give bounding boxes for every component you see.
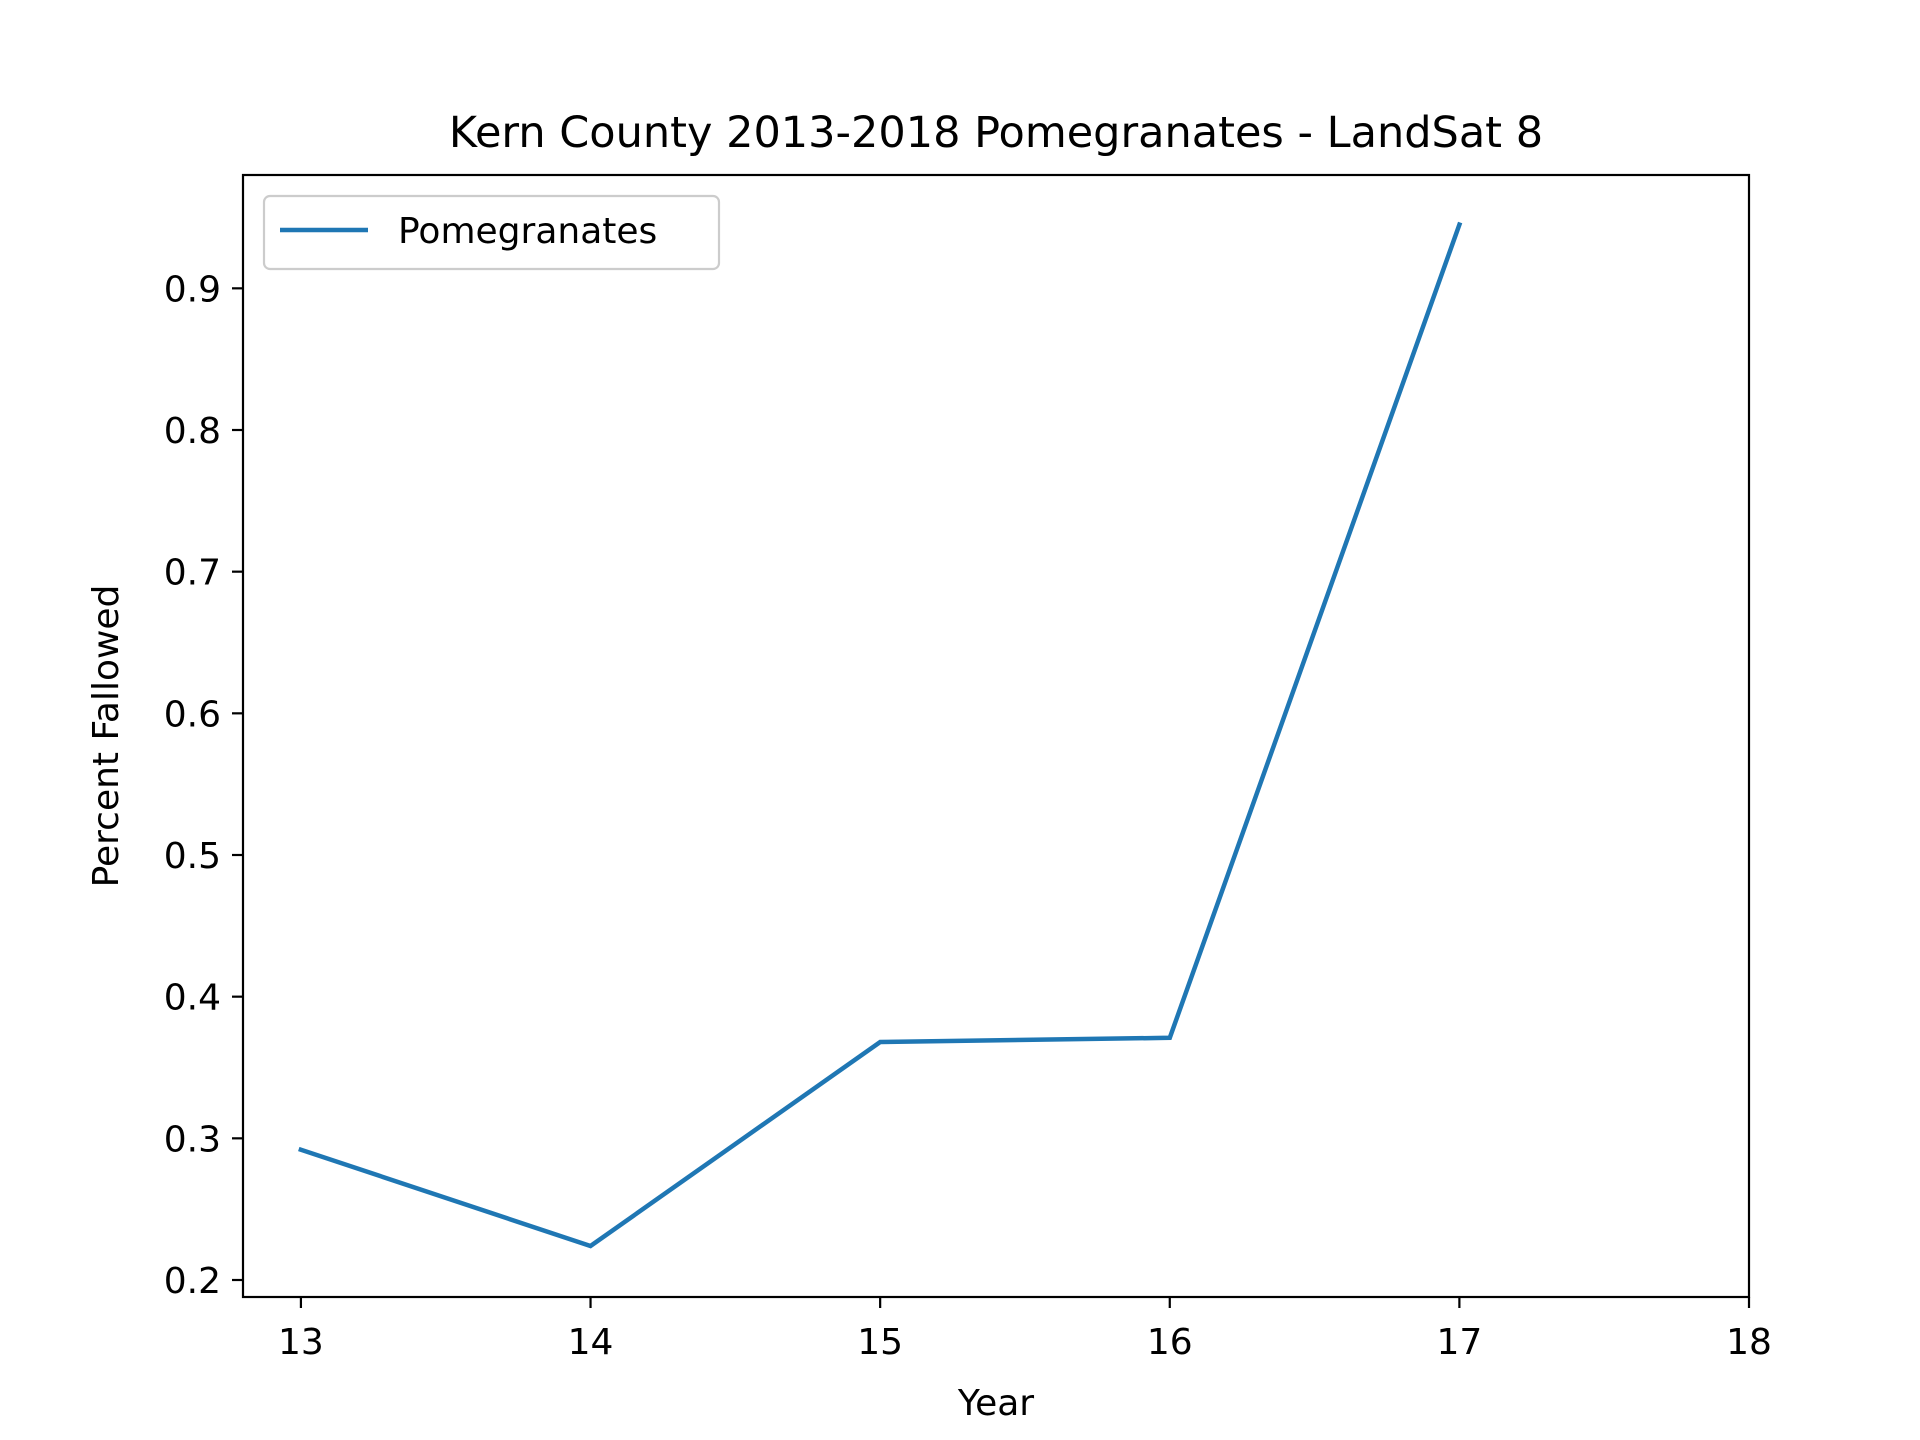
- legend-label-pomegranates: Pomegranates: [398, 211, 657, 252]
- x-tick-label: 13: [278, 1322, 324, 1363]
- y-tick-label: 0.8: [164, 411, 221, 452]
- plot-lines: [298, 221, 1463, 1249]
- x-tick-label: 14: [568, 1322, 614, 1363]
- y-tick-label: 0.3: [164, 1119, 221, 1160]
- chart-title: Kern County 2013-2018 Pomegranates - Lan…: [449, 108, 1543, 158]
- plot-frame: [241, 173, 1751, 1299]
- legend: Pomegranates: [262, 194, 721, 271]
- y-tick-label: 0.7: [164, 553, 221, 594]
- y-tick-label: 0.5: [164, 836, 221, 877]
- x-axis-label: Year: [957, 1383, 1034, 1424]
- y-tick-label: 0.6: [164, 694, 221, 735]
- y-tick-label: 0.2: [164, 1261, 221, 1302]
- x-tick-label: 16: [1147, 1322, 1193, 1363]
- x-tick-label: 18: [1726, 1322, 1772, 1363]
- series-line-pomegranates: [298, 221, 1463, 1249]
- x-axis-ticks: 13 14 15 16 17 18: [278, 1297, 1772, 1363]
- x-tick-label: 17: [1436, 1322, 1482, 1363]
- y-tick-label: 0.4: [164, 978, 221, 1019]
- y-axis-label: Percent Fallowed: [86, 585, 127, 888]
- y-axis-ticks: 0.2 0.3 0.4 0.5 0.6 0.7 0.8 0.9: [164, 269, 243, 1302]
- y-tick-label: 0.9: [164, 269, 221, 310]
- legend-box: [262, 194, 721, 271]
- x-tick-label: 15: [857, 1322, 903, 1363]
